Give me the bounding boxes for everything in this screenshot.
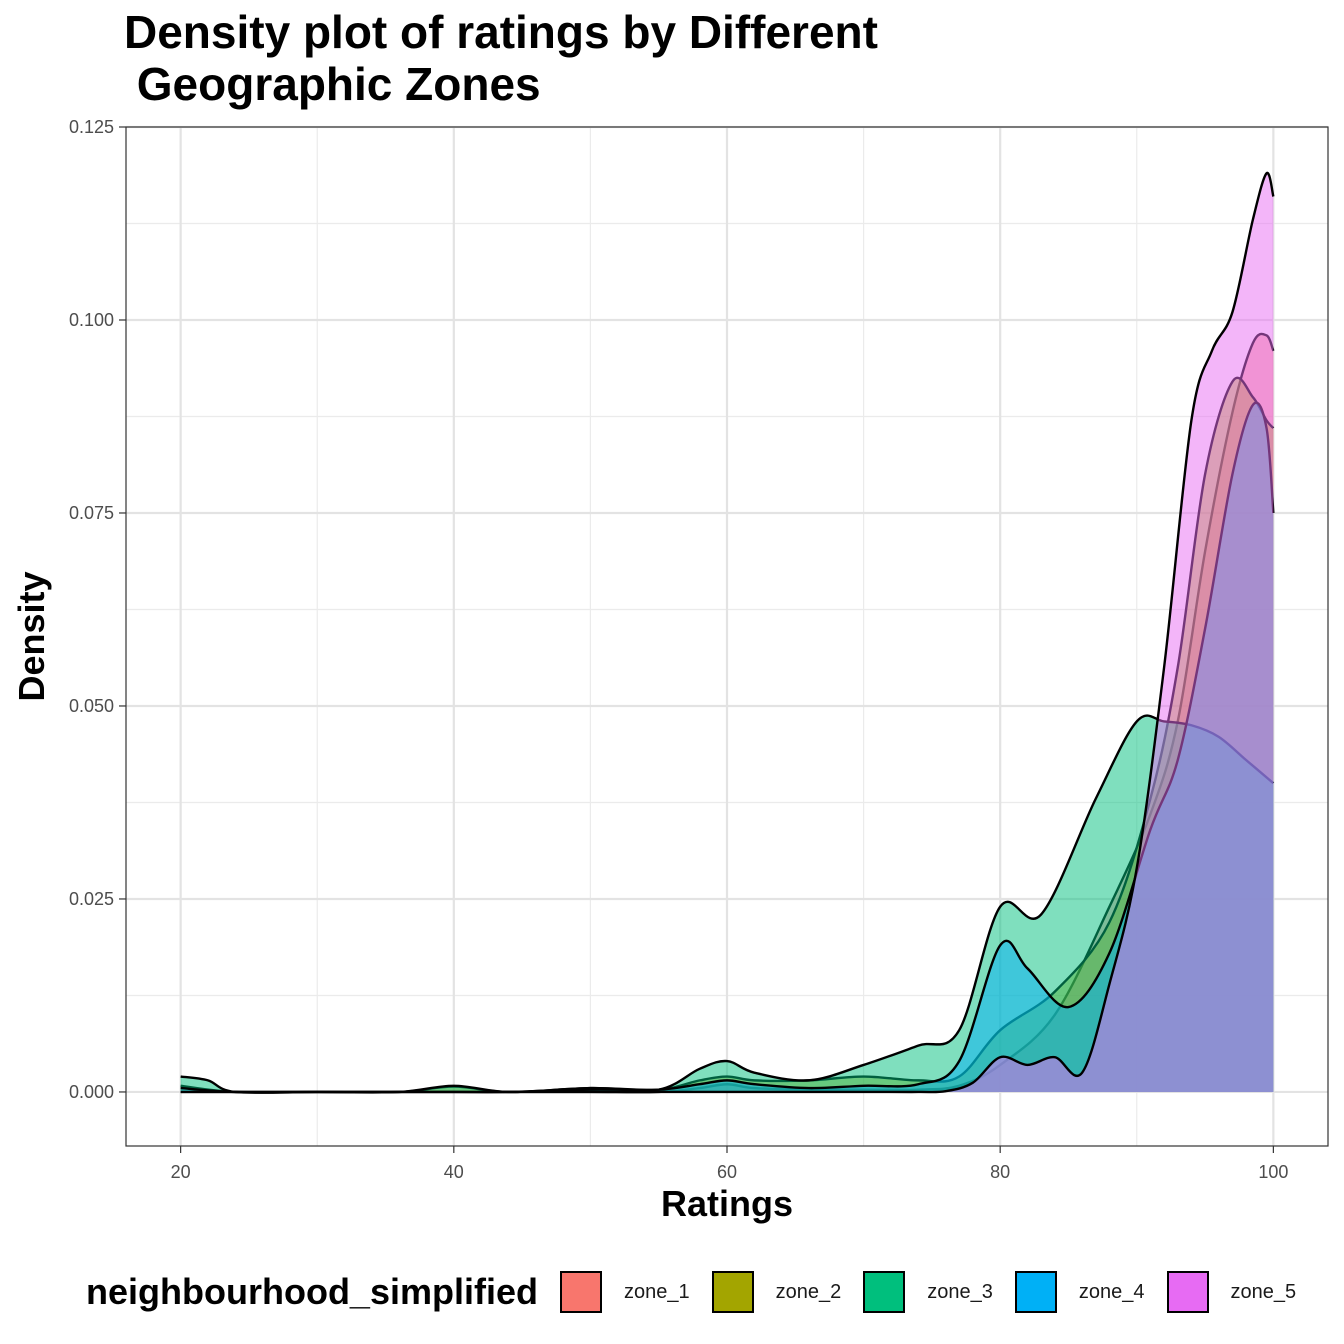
x-axis-title: Ratings [661,1183,793,1224]
legend-key-zone-3 [863,1271,906,1313]
y-tick-label: 0.125 [69,117,114,137]
legend-item-zone-1: zone_1 [560,1271,690,1313]
chart-title: Density plot of ratings by Different Geo… [124,6,878,110]
x-tick-label: 80 [990,1162,1010,1182]
legend-label: zone_1 [624,1280,690,1303]
legend-label: zone_5 [1230,1280,1297,1303]
legend-item-zone-4: zone_4 [1014,1271,1145,1313]
x-tick-label: 40 [444,1162,464,1182]
legend-title: neighbourhood_simplified [86,1271,538,1312]
density-area-zone-5 [180,172,1274,1093]
y-tick-label: 0.100 [69,310,114,330]
legend-key-zone-2 [711,1271,754,1313]
legend-item-zone-5: zone_5 [1166,1271,1297,1313]
x-tick-label: 100 [1258,1162,1288,1182]
y-tick-label: 0.050 [69,696,114,716]
y-tick-label: 0.075 [69,503,114,523]
density-line-zone-5 [180,171,1275,1094]
legend-key-zone-4 [1014,1271,1057,1313]
y-axis-title: Density [11,571,52,701]
legend-item-zone-3: zone_3 [863,1271,993,1313]
y-tick-label: 0.025 [69,889,114,909]
legend-key-zone-1 [560,1271,602,1313]
legend-key-zone-5 [1166,1271,1209,1313]
legend-label: zone_2 [775,1280,842,1303]
legend-label: zone_4 [1078,1280,1145,1303]
legend: neighbourhood_simplified zone_1 zone_2 z… [86,1262,1318,1322]
x-tick-label: 20 [171,1162,191,1182]
y-tick-label: 0.000 [69,1082,114,1102]
axes: 20 40 60 80 100 0.000 0.025 0.050 0.075 0.100 0.12… [69,117,1288,1182]
legend-label: zone_3 [927,1280,993,1303]
legend-item-zone-2: zone_2 [711,1271,842,1313]
x-tick-label: 60 [717,1162,737,1182]
density-areas [180,171,1275,1095]
